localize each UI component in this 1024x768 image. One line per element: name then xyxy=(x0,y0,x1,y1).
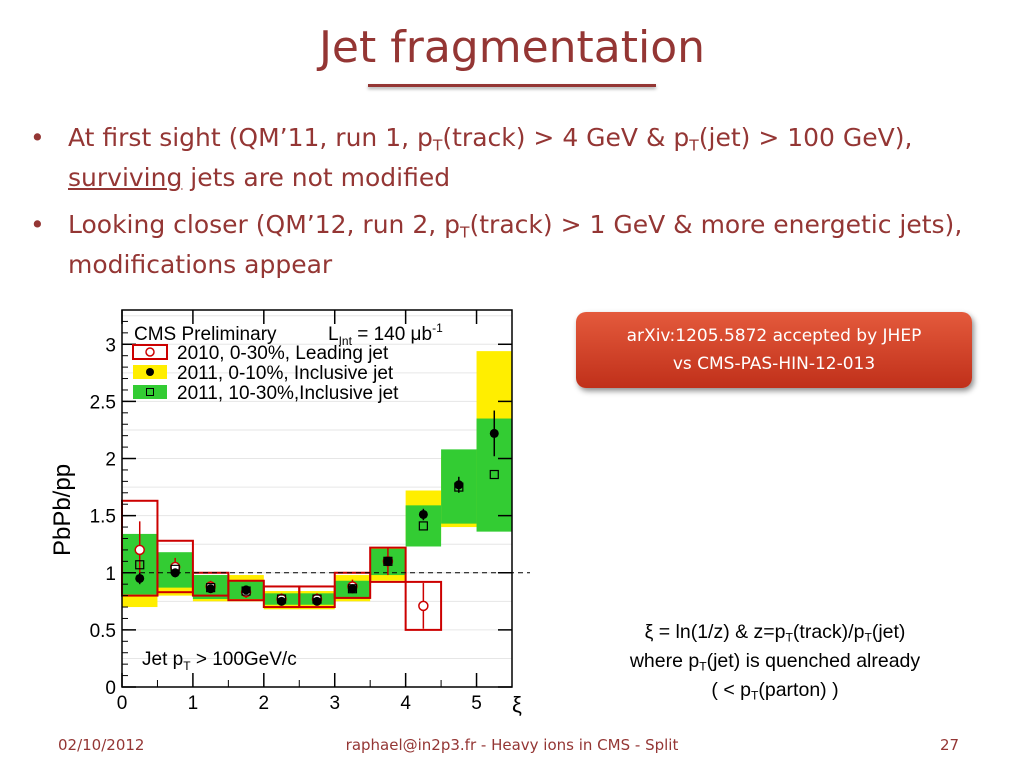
filled-circle-marker xyxy=(206,584,216,594)
underlined-word: surviving xyxy=(68,163,183,192)
subscript: T xyxy=(864,630,872,645)
open-square-marker xyxy=(489,469,499,480)
annot-sub: T xyxy=(183,659,191,673)
filled-circle-marker xyxy=(347,584,357,594)
open-circle-marker xyxy=(134,544,145,556)
subscript: T xyxy=(460,223,470,242)
bullet-2-text: Looking closer (QM’12, run 2, p xyxy=(68,210,461,239)
y-tick-label: 0 xyxy=(105,678,116,699)
xi-def-line-1: ξ = ln(1/z) & z=pT(track)/pT(jet) xyxy=(560,618,990,647)
axes: 0 1 2 3 4 5 0 0.5 1 1.5 2 2.5 3 xyxy=(90,309,530,714)
filled-circle-marker xyxy=(241,585,251,595)
subscript: T xyxy=(750,688,759,703)
y-tick-label: 1 xyxy=(105,564,116,585)
bullet-1-text: (track) > 4 GeV & p xyxy=(442,123,690,152)
jet-pt-annotation: Jet pT > 100GeV/c xyxy=(142,649,297,673)
annot-text: > 100GeV/c xyxy=(191,649,297,670)
bullet-1-text: jets are not modified xyxy=(182,163,451,192)
xi-text: ξ = ln(1/z) & z=p xyxy=(644,621,786,643)
lumi-value: = 140 μb xyxy=(352,324,432,345)
x-tick-label: 2 xyxy=(259,693,270,714)
red-sys-box xyxy=(404,580,443,631)
lumi-L: L xyxy=(328,324,339,345)
x-tick-label: 5 xyxy=(471,693,482,714)
subscript: T xyxy=(689,136,699,155)
ratio-chart: 0 1 2 3 4 5 0 0.5 1 1.5 2 2.5 3 2010, 0-30%, Leading… xyxy=(49,309,530,717)
footer-page-number: 27 xyxy=(940,736,960,754)
legend-marker-open-circle xyxy=(145,347,155,357)
legend-swatch-green xyxy=(133,385,167,399)
filled-circle-marker xyxy=(418,509,428,519)
legend-label: 2010, 0-30%, Leading jet xyxy=(177,343,389,364)
luminosity-label: LInt = 140 μb-1 xyxy=(328,321,443,348)
filled-circle-marker xyxy=(383,556,393,566)
y-tick-label: 2.5 xyxy=(90,392,116,413)
filled-circle-marker xyxy=(277,596,287,606)
legend-marker-open-square xyxy=(146,388,154,396)
red-sys-box xyxy=(333,571,372,599)
data-markers xyxy=(134,410,499,629)
chart-header: CMS Preliminary xyxy=(134,324,277,345)
filled-circle-marker xyxy=(312,596,322,606)
y-tick-label: 3 xyxy=(105,335,116,356)
slide-title: Jet fragmentation xyxy=(318,22,706,73)
xi-text: (parton) ) xyxy=(758,679,839,701)
y-tick-label: 2 xyxy=(105,450,116,471)
bullet-dot: • xyxy=(30,210,45,239)
x-axis-label: ξ xyxy=(512,692,522,717)
bullet-1-text: (jet) > 100 GeV), xyxy=(698,123,913,152)
open-square-marker xyxy=(135,560,145,570)
filled-circle-marker xyxy=(489,428,499,438)
x-tick-label: 3 xyxy=(329,693,340,714)
bullet-list: • At first sight (QM’11, run 1, pT(track… xyxy=(28,118,998,292)
lumi-sub: Int xyxy=(339,334,353,348)
y-tick-label: 0.5 xyxy=(90,621,116,642)
footer-center: raphael@in2p3.fr - Heavy ions in CMS - S… xyxy=(345,736,679,754)
legend-label: 2011, 0-10%, Inclusive jet xyxy=(177,363,394,384)
filled-circle-marker xyxy=(170,568,180,578)
reference-line-1: arXiv:1205.5872 accepted by JHEP xyxy=(626,326,922,346)
bullet-1-text: At first sight (QM’11, run 1, p xyxy=(68,123,433,152)
annot-text: Jet p xyxy=(142,649,183,670)
reference-line-2: vs CMS-PAS-HIN-12-013 xyxy=(672,354,876,374)
plot-frame xyxy=(121,309,513,688)
bullet-item-1: • At first sight (QM’11, run 1, pT(track… xyxy=(28,118,998,198)
legend-label: 2011, 10-30%,Inclusive jet xyxy=(177,383,399,404)
lumi-sup: -1 xyxy=(432,321,443,335)
xi-definition: ξ = ln(1/z) & z=pT(track)/pT(jet) where … xyxy=(560,618,990,705)
subscript: T xyxy=(432,136,443,155)
xi-text: (jet) xyxy=(871,621,906,643)
legend-swatch-red xyxy=(132,344,168,360)
x-tick-label: 4 xyxy=(400,693,411,714)
xi-text: (jet) is quenched already xyxy=(706,650,921,672)
filled-circle-marker xyxy=(135,573,145,583)
xi-text: (track)/p xyxy=(792,621,865,643)
red-sys-box xyxy=(156,539,194,594)
xi-text: where p xyxy=(629,650,700,672)
y-axis-label: PbPb/pp xyxy=(49,464,76,556)
xi-text: ( < p xyxy=(711,679,751,701)
y-tick-label: 1.5 xyxy=(90,507,116,528)
subscript: T xyxy=(785,630,793,645)
x-tick-label: 1 xyxy=(188,693,199,714)
xi-def-line-2: where pT(jet) is quenched already xyxy=(560,647,990,676)
x-tick-label: 0 xyxy=(117,693,128,714)
subscript: T xyxy=(699,659,707,674)
reference-callout: arXiv:1205.5872 accepted by JHEP vs CMS-… xyxy=(576,312,972,388)
bullet-item-2: • Looking closer (QM’12, run 2, pT(track… xyxy=(28,205,998,285)
open-square-marker xyxy=(418,521,428,531)
open-circle-marker xyxy=(418,600,429,612)
bullet-dot: • xyxy=(30,123,45,152)
bullet-2-text: (track) > 1 GeV & more energetic jets), … xyxy=(68,210,963,279)
xi-def-line-3: ( < pT(parton) ) xyxy=(560,676,990,705)
filled-circle-marker xyxy=(454,480,464,490)
title-underline xyxy=(368,84,656,87)
footer-date: 02/10/2012 xyxy=(58,736,145,754)
legend-marker-filled-circle xyxy=(146,368,154,376)
